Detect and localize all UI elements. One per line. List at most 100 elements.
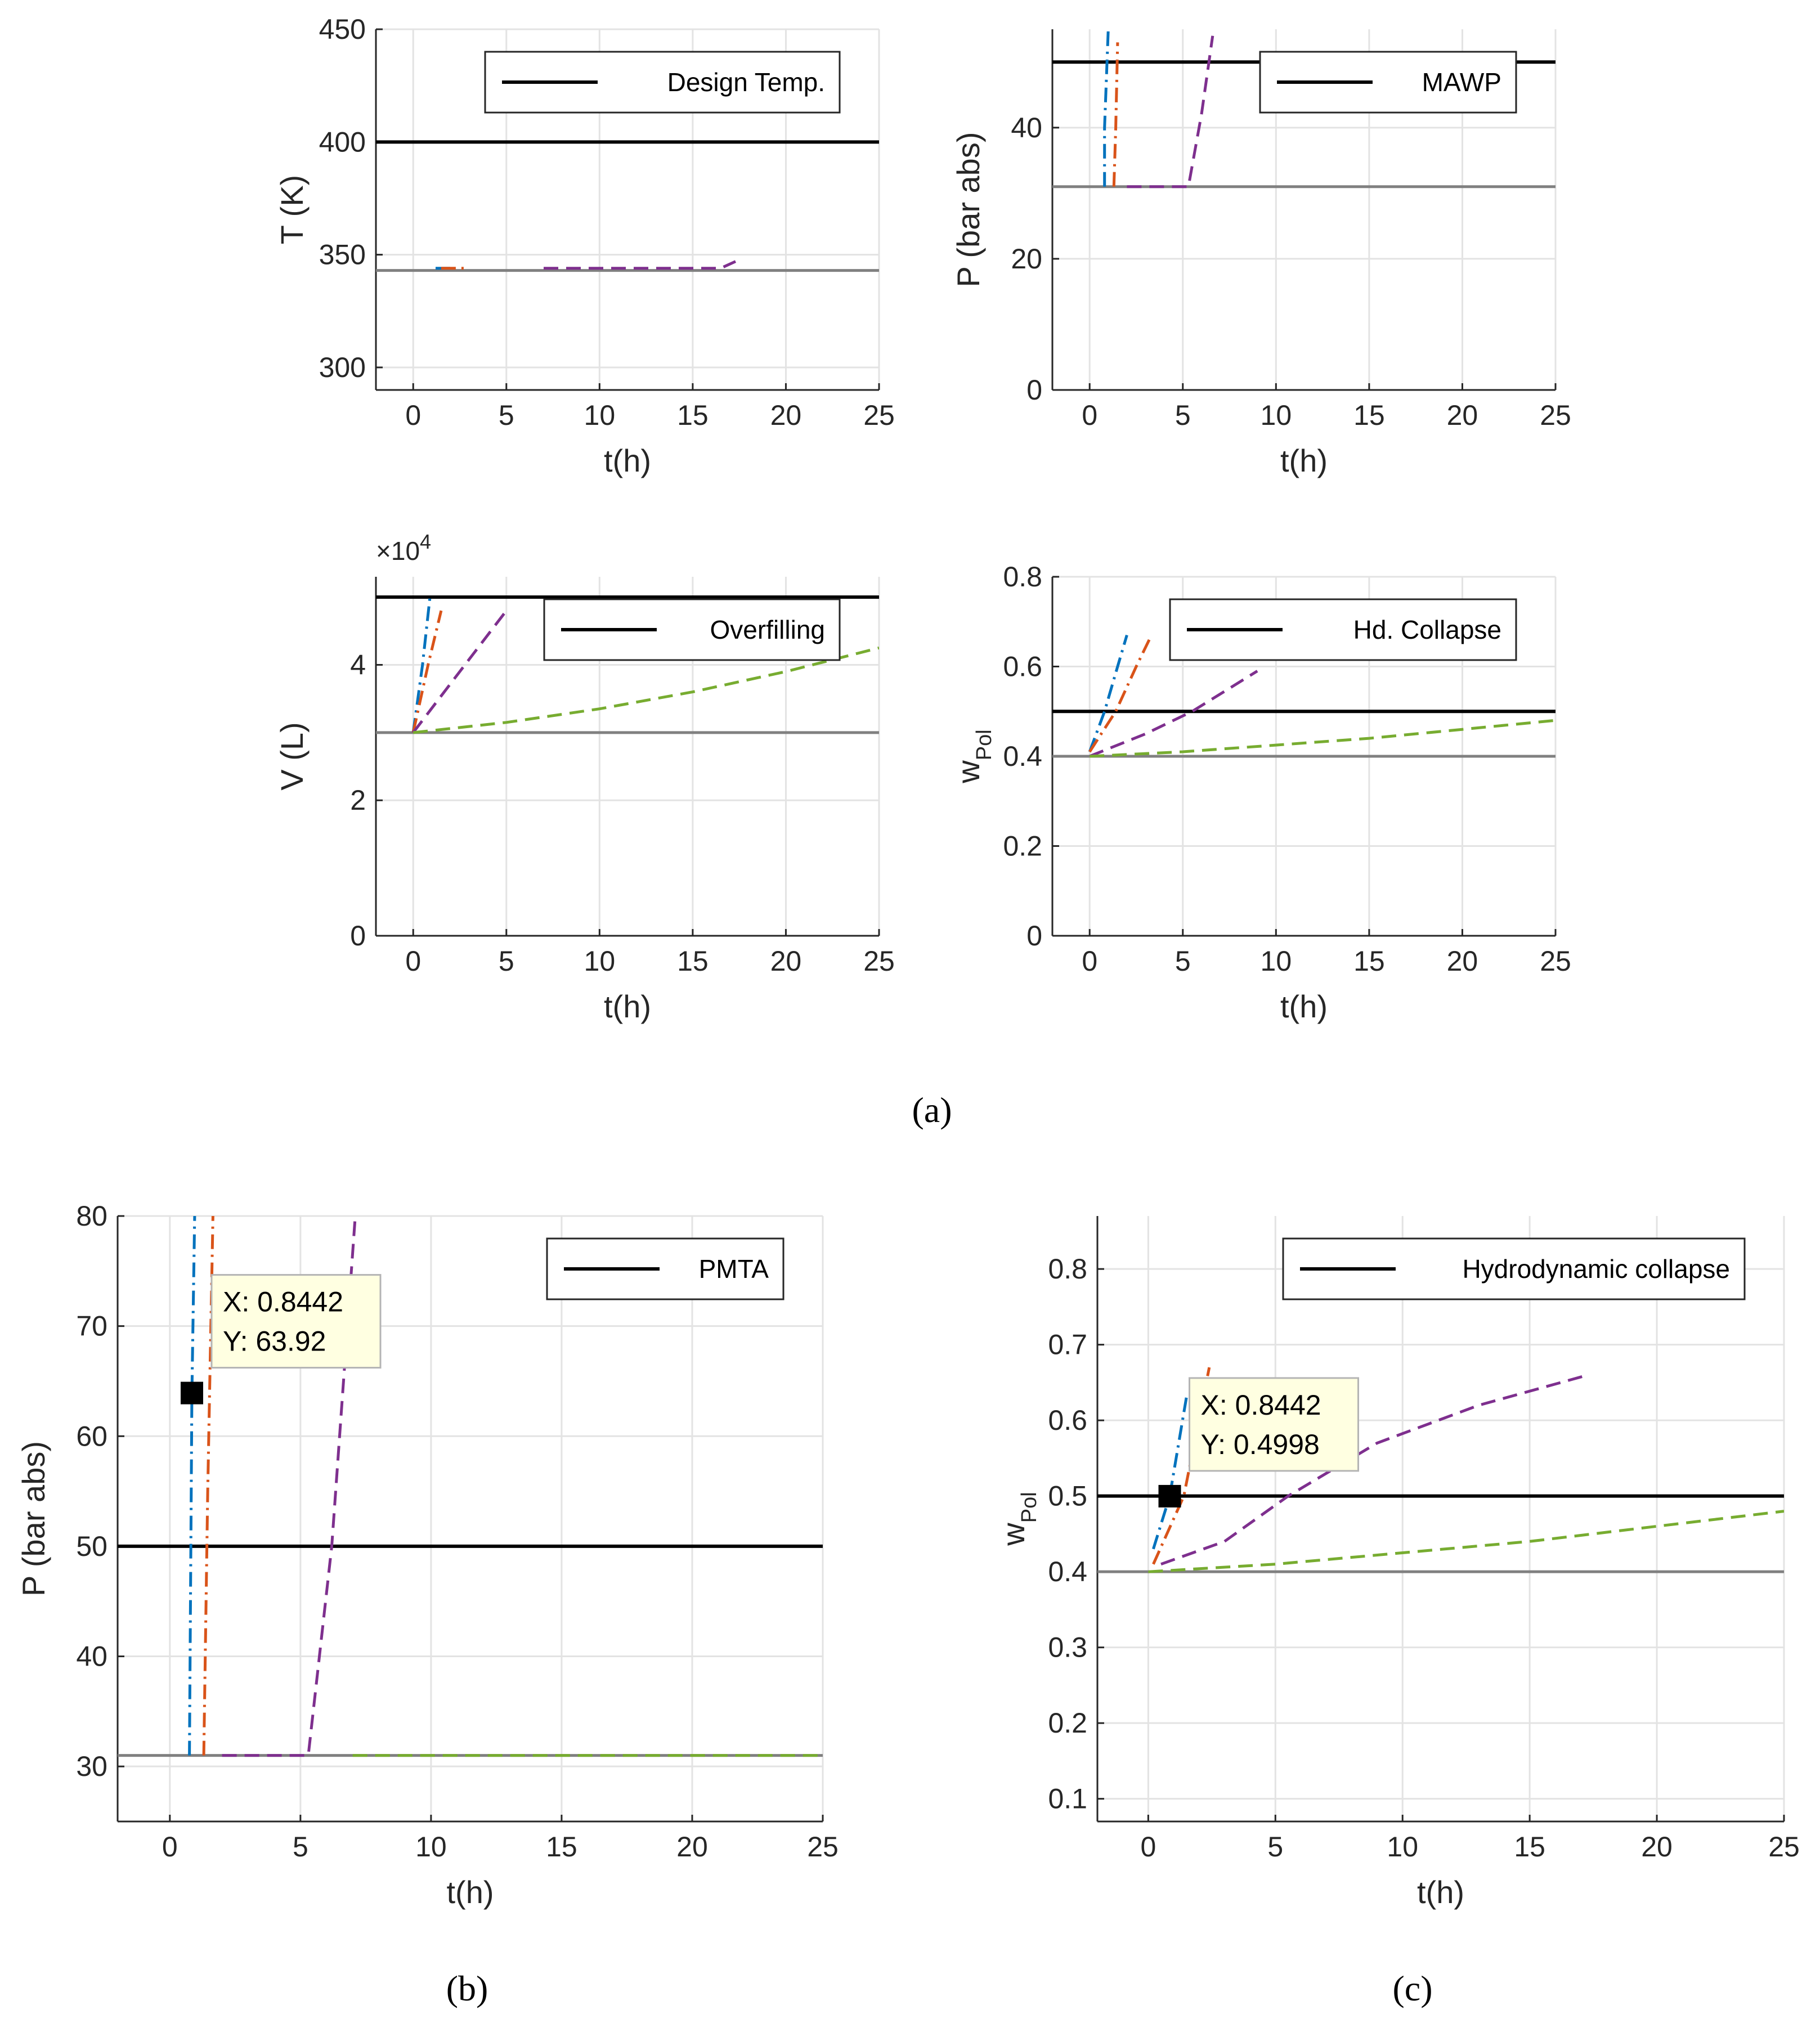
legend-label: Hd. Collapse [1353,615,1501,644]
series-line-2 [202,1216,214,1756]
x-tick-label: 5 [1267,1831,1283,1863]
x-tick-label: 0 [1140,1831,1156,1863]
x-tick-label: 25 [807,1831,839,1863]
chart-a_pressure: 0 5 10 15 20 25 0 20 40 t(h) P (bar abs) MAWP [951,29,1571,478]
y-tick-label: 40 [76,1641,107,1672]
x-tick-label: 25 [1540,400,1571,431]
data-tip-y: Y: 63.92 [223,1326,326,1357]
y-axis-label: wPol [951,729,996,783]
y-tick-label: 450 [319,14,366,45]
data-tip-y: Y: 0.4998 [1201,1429,1320,1460]
chart-a_wpol: 0 5 10 15 20 25 0 0.2 0.4 0.6 0.8 t(h) wPol Hd. Colla… [951,561,1571,1024]
series-line-4 [1090,719,1555,758]
x-tick-label: 20 [770,400,802,431]
x-tick-label: 20 [676,1831,708,1863]
legend-label: Design Temp. [667,68,825,97]
caption-b: (b) [446,1968,488,2008]
y-tick-label: 30 [76,1751,107,1782]
y-axis-label: T (K) [274,175,310,244]
x-tick-label: 25 [863,400,895,431]
x-tick-label: 0 [1082,945,1097,977]
x-tick-label: 10 [584,945,616,977]
y-tick-label: 0.4 [1048,1556,1087,1587]
y-tick-label: 0.7 [1048,1329,1087,1361]
x-tick-label: 15 [677,400,709,431]
y-tick-label: 0.5 [1048,1480,1087,1512]
legend: PMTA [546,1237,785,1300]
grid [376,577,880,937]
series-line-3 [1089,670,1258,758]
y-axis-label: wPol [996,1492,1041,1546]
series-line-1 [1152,1397,1188,1550]
x-tick-label: 10 [1261,945,1292,977]
y-axis-label: P (bar abs) [951,132,986,288]
y-tick-label: 0.8 [1003,561,1042,593]
series-line-3 [1160,1373,1589,1566]
data-tip[interactable]: X: 0.8442 Y: 0.4998 [1158,1377,1360,1507]
plot-area [376,140,879,272]
data-tip-box [1189,1377,1360,1472]
y-tick-label: 50 [76,1531,107,1562]
y-tick-label: 0.4 [1003,741,1042,772]
plot-area [376,595,879,734]
x-tick-label: 15 [1514,1831,1545,1863]
chart-c_wpol: 0 5 10 15 20 25 0.1 0.2 0.3 0.4 0.5 0.6 0.7 0.8 t(h) wP… [996,1216,1800,1910]
y-tick-label: 0.3 [1048,1632,1087,1663]
data-tip-x: X: 0.8442 [1201,1389,1321,1421]
legend: MAWP [1259,51,1517,114]
x-axis-label: t(h) [1417,1874,1464,1910]
x-tick-label: 10 [1261,400,1292,431]
series-line-3 [544,260,737,270]
x-tick-label: 20 [1447,400,1478,431]
data-tip-x: X: 0.8442 [223,1286,343,1318]
y-tick-label: 0.1 [1048,1783,1087,1815]
y-tick-label: 70 [76,1311,107,1342]
legend: Hydrodynamic collapse [1282,1237,1746,1300]
grid [1097,1216,1785,1821]
plot-area [118,1216,823,1757]
series-line-3 [412,609,508,734]
series-line-4 [1148,1510,1784,1573]
y-tick-label: 400 [319,126,366,158]
y-tick-label: 0.2 [1003,831,1042,862]
x-tick-label: 25 [863,945,895,977]
series-line-3 [222,1216,357,1757]
x-tick-label: 15 [546,1831,577,1863]
y-tick-label: 60 [76,1420,107,1452]
y-tick-label: 0.6 [1048,1405,1087,1436]
chart-b_pressure: 0 5 10 15 20 25 30 40 50 60 70 80 t(h) P (bar abs) PMT… [16,1200,839,1910]
y-tick-label: 40 [1011,112,1042,143]
data-tip[interactable]: X: 0.8442 Y: 63.92 [180,1274,382,1405]
x-tick-label: 5 [293,1831,308,1863]
caption-a: (a) [912,1090,952,1130]
legend: Overfilling [543,598,841,661]
x-tick-label: 5 [499,400,514,431]
series-line-3 [1127,35,1214,189]
legend-label: Hydrodynamic collapse [1462,1254,1730,1284]
y-tick-label: 0 [350,920,366,952]
legend: Design Temp. [484,51,841,114]
x-tick-label: 10 [415,1831,447,1863]
x-axis-label: t(h) [1280,989,1328,1024]
y-tick-label: 300 [319,352,366,383]
series-line-1 [1103,29,1110,187]
y-tick-label: 0.2 [1048,1707,1087,1739]
y-tick-label: 0.6 [1003,651,1042,683]
x-axis-label: t(h) [604,443,651,478]
legend-label: MAWP [1422,68,1501,97]
y-tick-label: 80 [76,1200,107,1232]
x-axis-label: t(h) [447,1874,494,1910]
data-tip-box [210,1274,382,1369]
x-tick-label: 5 [1175,400,1191,431]
y-tick-label: 4 [350,649,366,680]
series-line-4 [413,646,879,734]
x-tick-label: 0 [405,945,421,977]
y-tick-label: 20 [1011,243,1042,275]
x-tick-label: 20 [1447,945,1478,977]
series-line-2 [1112,42,1119,187]
x-axis-label: t(h) [1280,443,1328,478]
x-tick-label: 10 [1387,1831,1418,1863]
x-tick-label: 0 [162,1831,178,1863]
y-tick-label: 0 [1026,374,1042,406]
